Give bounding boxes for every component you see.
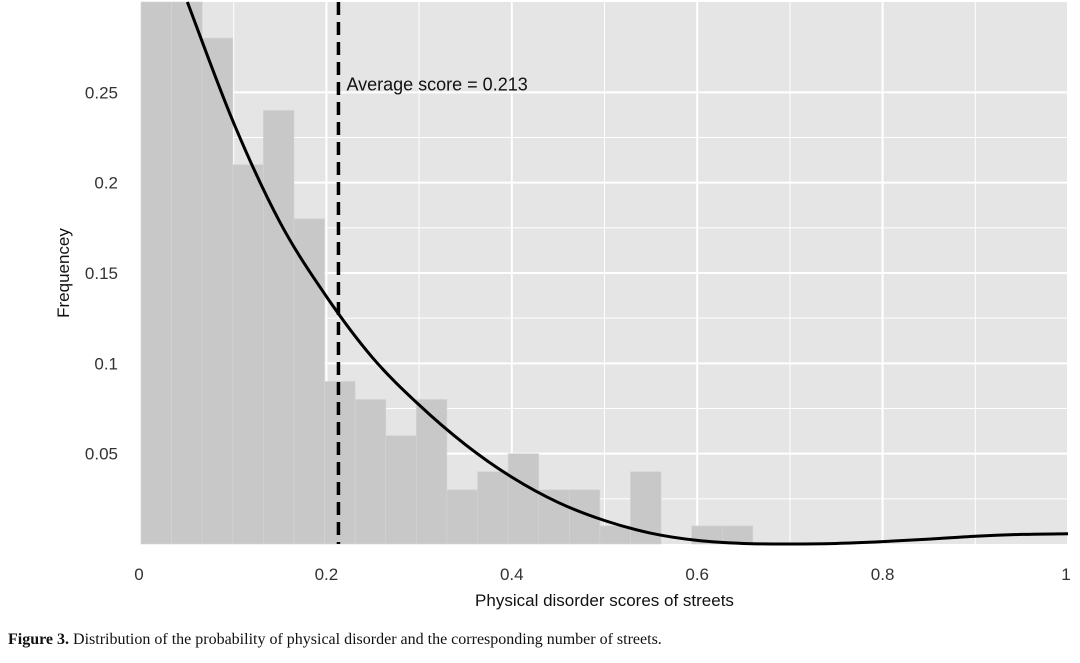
histogram-bar — [354, 399, 387, 545]
histogram-bar — [538, 489, 570, 545]
y-tick-label: 0.1 — [94, 354, 118, 373]
x-axis-ticks: 0 0.2 0.4 0.6 0.8 1 — [134, 565, 1070, 584]
x-tick-label: 0.8 — [871, 565, 895, 584]
figure-caption-text: Distribution of the probability of physi… — [73, 631, 662, 648]
histogram-bar — [446, 489, 478, 545]
y-axis-title: Frequencey — [54, 228, 73, 318]
histogram-bar — [507, 453, 539, 545]
average-score-annotation: Average score = 0.213 — [346, 74, 527, 94]
x-axis-title: Physical disorder scores of streets — [475, 591, 734, 610]
histogram-bar — [140, 1, 172, 545]
histogram-bar — [416, 399, 448, 545]
histogram-bar — [385, 435, 417, 545]
histogram-bar — [477, 471, 509, 545]
histogram-bar — [201, 37, 234, 545]
y-tick-label: 0.05 — [85, 445, 118, 464]
y-tick-label: 0.2 — [94, 174, 118, 193]
x-tick-label: 0 — [134, 565, 143, 584]
x-tick-label: 0.4 — [500, 565, 524, 584]
density-curve — [185, 1, 1069, 546]
y-tick-label: 0.15 — [85, 264, 118, 283]
histogram-chart: Average score = 0.213 0.05 0.1 0.15 0.2 0.25… — [54, 1, 1071, 610]
histogram-bar — [171, 1, 203, 545]
y-axis-ticks: 0.05 0.1 0.15 0.2 0.25 — [85, 83, 118, 463]
histogram-bar — [599, 525, 631, 545]
histogram-bar — [232, 164, 264, 545]
figure-caption-label: Figure 3. — [8, 631, 70, 648]
x-tick-label: 0.6 — [685, 565, 709, 584]
x-tick-label: 1 — [1061, 565, 1070, 584]
histogram-bar — [293, 218, 325, 545]
figure-caption: Figure 3. Distribution of the probabilit… — [8, 631, 662, 649]
x-tick-label: 0.2 — [315, 565, 339, 584]
histogram-bar — [263, 110, 295, 545]
y-tick-label: 0.25 — [85, 83, 118, 102]
